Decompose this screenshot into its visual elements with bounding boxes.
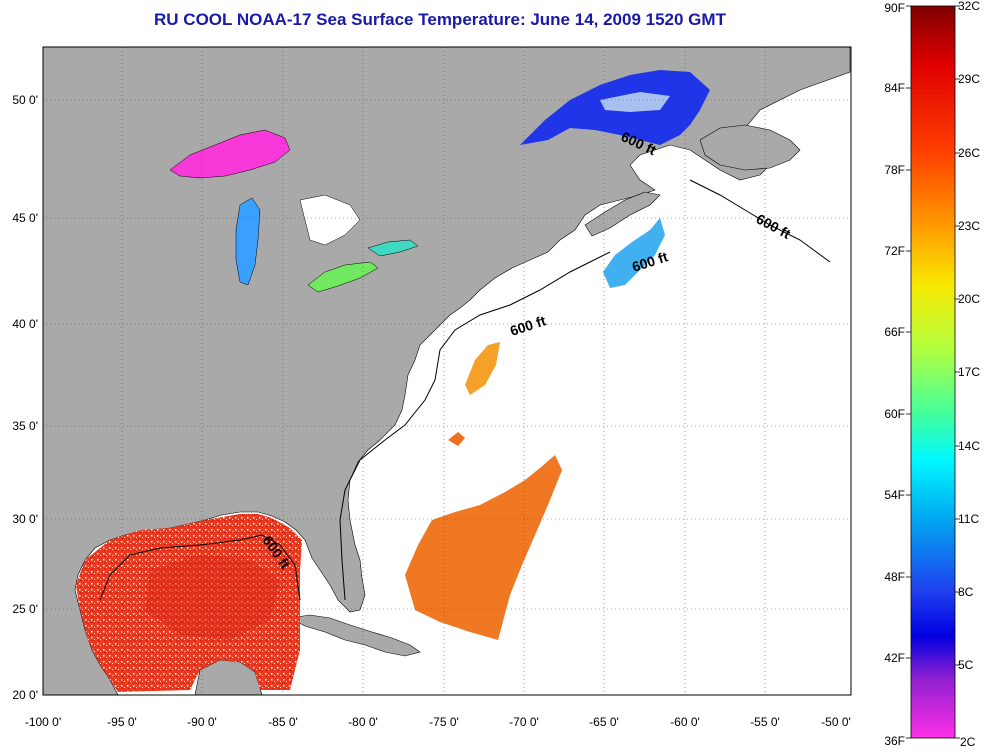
colorbar-ticks [906,5,960,739]
lat-tick: 20 0' [12,688,38,702]
lon-tick: -75 0' [429,715,459,729]
cb-f-label: 48F [884,570,905,584]
lon-tick: -80 0' [348,715,378,729]
contour-600ft-northeast [689,179,831,263]
lake-ontario [367,239,419,257]
land-newfoundland [699,124,801,171]
lon-tick: -90 0' [187,715,217,729]
cb-c-label: 11C [958,512,979,526]
cb-c-label: 29C [958,72,980,86]
sst-gulf-stream-north [465,342,500,395]
sst-gulf-warm-core [145,555,280,640]
sst-gulf-stream-patch [448,432,465,446]
cb-c-label: 14C [958,439,980,453]
cb-f-label: 72F [884,244,905,258]
sst-st-lawrence-light [600,92,670,112]
lat-tick: 25 0' [12,602,38,616]
lon-tick: -95 0' [107,715,137,729]
lon-tick: -70 0' [509,715,539,729]
lon-tick: -55 0' [750,715,780,729]
sst-atlantic-south [405,455,562,640]
cb-c-label: 32C [958,0,980,13]
lat-tick: 35 0' [12,419,38,433]
cb-f-label: 66F [884,325,905,339]
lake-superior [169,129,291,179]
lon-tick: -50 0' [821,715,851,729]
cb-c-label: 2C [960,735,976,749]
cb-c-label: 5C [958,658,974,672]
sst-gulf-maine [603,218,665,288]
cb-c-label: 17C [958,365,980,379]
lon-tick: -100 0' [25,715,61,729]
lon-tick: -85 0' [268,715,298,729]
lon-tick: -65 0' [589,715,619,729]
cb-f-label: 90F [884,1,905,15]
map-title: RU COOL NOAA-17 Sea Surface Temperature:… [154,10,726,29]
cb-f-label: 78F [884,163,905,177]
lake-michigan [235,197,261,286]
contour-600ft-gulf [99,534,301,601]
cb-c-label: 20C [958,292,980,306]
contour-600ft-atlantic [339,251,611,601]
lake-huron [299,194,361,246]
lon-axis: -100 0' -95 0' -90 0' -85 0' -80 0' -75 … [25,715,851,729]
lat-tick: 45 0' [12,211,38,225]
land-nova-scotia [584,191,661,237]
cb-f-label: 54F [884,488,905,502]
colorbar-fahrenheit: 90F 84F 78F 72F 66F 60F 54F 48F 42F 36F [884,1,905,748]
lon-tick: -60 0' [670,715,700,729]
lake-erie [307,261,379,293]
map-border [42,46,852,696]
cb-c-label: 26C [958,146,980,160]
lat-tick: 40 0' [12,317,38,331]
lat-axis: 50 0' 45 0' 40 0' 35 0' 30 0' 25 0' 20 0… [12,93,38,702]
cb-f-label: 42F [884,651,905,665]
colorbar [910,5,956,739]
colorbar-celsius: 32C 29C 26C 23C 20C 17C 14C 11C 8C 5C 2C [958,0,980,749]
cb-f-label: 84F [884,81,905,95]
cb-c-label: 8C [958,585,974,599]
cb-f-label: 60F [884,407,905,421]
lat-tick: 50 0' [12,93,38,107]
cb-f-label: 36F [884,734,905,748]
land-cuba [289,614,421,657]
lat-tick: 30 0' [12,512,38,526]
graticule [43,47,851,695]
cb-c-label: 23C [958,219,980,233]
